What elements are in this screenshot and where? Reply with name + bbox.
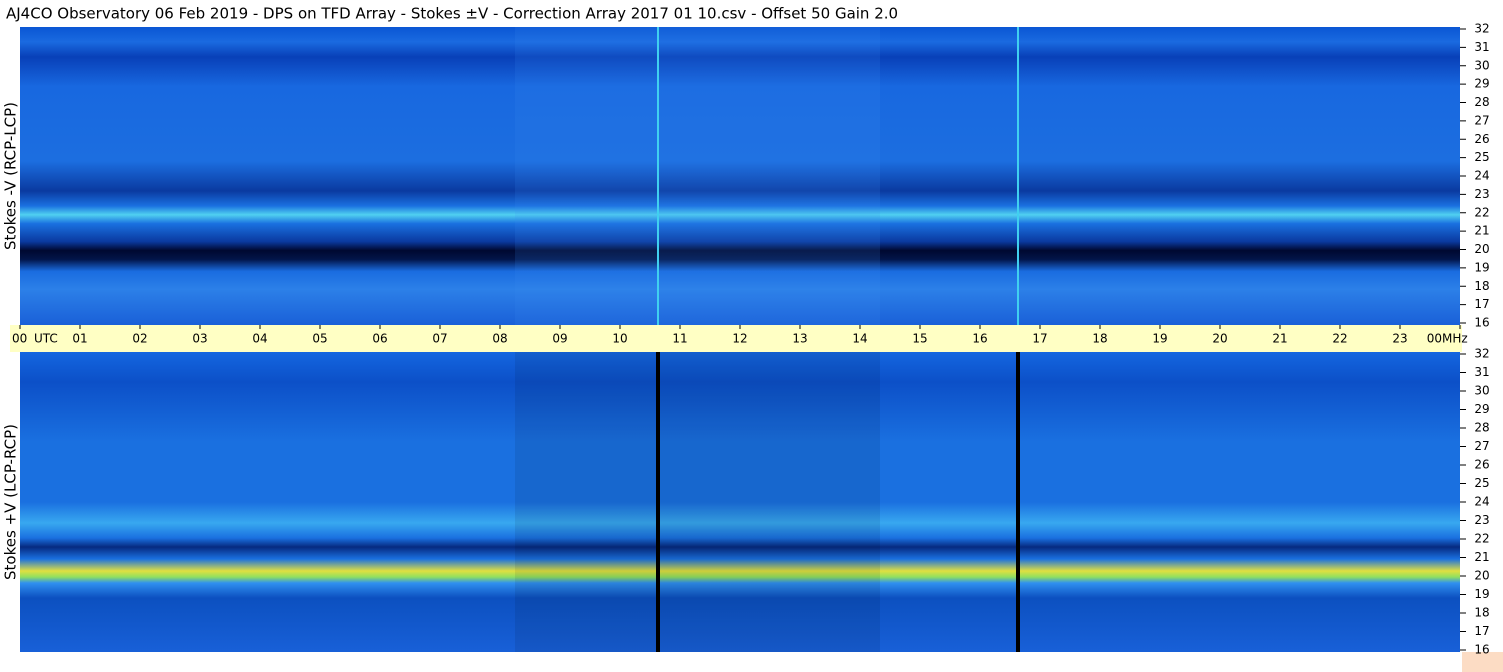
y-tick-label: 22 <box>1474 205 1489 219</box>
x-tick-label: 16 <box>972 332 987 346</box>
y-tick-label: 27 <box>1474 113 1489 127</box>
x-tick-label: 07 <box>432 332 447 346</box>
y-tick-label: 31 <box>1474 40 1489 54</box>
x-tick-label: 01 <box>72 332 87 346</box>
y-tick-label: 17 <box>1474 624 1489 638</box>
x-unit: UTC <box>34 332 58 346</box>
y-tick-label: 25 <box>1474 476 1489 490</box>
time-axis <box>10 325 1462 352</box>
y-tick-label: 29 <box>1474 77 1489 91</box>
y-tick-label: 21 <box>1474 550 1489 564</box>
x-tick-label: 13 <box>792 332 807 346</box>
y-tick-label: 23 <box>1474 513 1489 527</box>
y-tick-label: 27 <box>1474 439 1489 453</box>
y-tick-label: 21 <box>1474 224 1489 238</box>
y-tick-label: 20 <box>1474 242 1489 256</box>
y-tick-label: 22 <box>1474 532 1489 546</box>
y-tick-label: 31 <box>1474 365 1489 379</box>
x-tick-label: 23 <box>1392 332 1407 346</box>
y-axis-label: Stokes +V (LCP-RCP) <box>2 424 20 580</box>
spectrogram-top <box>20 27 1460 325</box>
x-tick-label: 04 <box>252 332 267 346</box>
y-tick-label: 24 <box>1474 495 1489 509</box>
x-tick-label: 08 <box>492 332 507 346</box>
chart-title: AJ4CO Observatory 06 Feb 2019 - DPS on T… <box>6 5 898 23</box>
x-tick-label: 21 <box>1272 332 1287 346</box>
y-tick-label: 18 <box>1474 606 1489 620</box>
y-tick-label: 23 <box>1474 187 1489 201</box>
x-tick-label: 14 <box>852 332 867 346</box>
y-axis-label: Stokes -V (RCP-LCP) <box>2 102 20 250</box>
y-tick-label: 30 <box>1474 384 1489 398</box>
y-tick-label: 30 <box>1474 58 1489 72</box>
y-tick-label: 19 <box>1474 587 1489 601</box>
y-tick-label: 32 <box>1474 347 1489 361</box>
x-tick-label: 03 <box>192 332 207 346</box>
y-tick-label: 24 <box>1474 169 1489 183</box>
tick-strip <box>1462 27 1503 652</box>
x-tick-label: 22 <box>1332 332 1347 346</box>
x-tick-label: 20 <box>1212 332 1227 346</box>
y-unit: MHz <box>1442 332 1468 346</box>
y-tick-label: 32 <box>1474 22 1489 36</box>
x-tick-label: 00 <box>1427 332 1442 346</box>
y-tick-label: 19 <box>1474 260 1489 274</box>
x-tick-label: 06 <box>372 332 387 346</box>
x-tick-label: 11 <box>672 332 687 346</box>
y-tick-label: 29 <box>1474 402 1489 416</box>
x-tick-label: 05 <box>312 332 327 346</box>
y-tick-label: 20 <box>1474 569 1489 583</box>
y-tick-label: 28 <box>1474 95 1489 109</box>
spectrogram-bottom <box>20 352 1460 652</box>
y-tick-label: 25 <box>1474 150 1489 164</box>
y-tick-label: 17 <box>1474 297 1489 311</box>
y-tick-label: 26 <box>1474 132 1489 146</box>
y-tick-label: 18 <box>1474 279 1489 293</box>
shade <box>515 352 880 652</box>
title-bar <box>0 0 1503 27</box>
y-tick-label: 26 <box>1474 458 1489 472</box>
shade <box>515 27 880 325</box>
x-tick-label: 17 <box>1032 332 1047 346</box>
x-tick-label: 10 <box>612 332 627 346</box>
y-tick-label: 16 <box>1474 316 1489 330</box>
y-tick-label: 28 <box>1474 421 1489 435</box>
x-tick-label: 19 <box>1152 332 1167 346</box>
x-tick-label: 00 <box>12 332 27 346</box>
x-tick-label: 02 <box>132 332 147 346</box>
x-tick-label: 15 <box>912 332 927 346</box>
x-tick-label: 12 <box>732 332 747 346</box>
y-tick-label: 16 <box>1474 643 1489 657</box>
x-tick-label: 18 <box>1092 332 1107 346</box>
x-tick-label: 09 <box>552 332 567 346</box>
